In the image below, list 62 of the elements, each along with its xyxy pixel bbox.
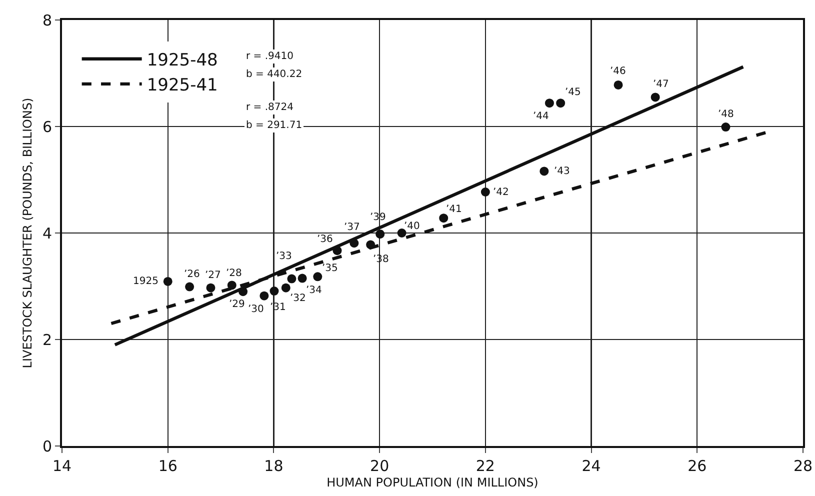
point bbox=[281, 283, 290, 292]
x-tick-label: 22 bbox=[476, 457, 495, 475]
annotation: ’46 bbox=[610, 66, 626, 77]
point bbox=[227, 280, 236, 290]
x-axis-title: HUMAN POPULATION (IN MILLIONS) bbox=[326, 475, 538, 490]
annotation: b = 291.71 bbox=[246, 120, 302, 131]
annotation: ’40 bbox=[404, 221, 420, 232]
annotation: ’42 bbox=[493, 187, 509, 198]
annotation: ’27 bbox=[205, 270, 221, 281]
x-tick-label: 28 bbox=[793, 457, 813, 475]
x-tick-label: 14 bbox=[52, 457, 72, 475]
annotation: ’28 bbox=[226, 268, 242, 279]
point bbox=[556, 98, 566, 108]
point bbox=[298, 274, 307, 283]
annotation: ’30 bbox=[248, 304, 264, 315]
annotation: ’44 bbox=[533, 111, 549, 122]
annotation: ’36 bbox=[317, 234, 333, 245]
annotation: 1925 bbox=[133, 276, 158, 287]
point bbox=[480, 188, 490, 196]
y-tick-label: 6 bbox=[42, 118, 52, 136]
y-tick-label: 2 bbox=[42, 330, 52, 349]
annotation: ’47 bbox=[653, 79, 669, 90]
point bbox=[287, 274, 296, 284]
annotation: r = .9410 bbox=[246, 51, 294, 62]
x-tick-label: 26 bbox=[688, 457, 707, 475]
point bbox=[614, 80, 623, 90]
annotation: ’33 bbox=[276, 251, 292, 262]
point bbox=[540, 166, 549, 176]
annotation: ’32 bbox=[290, 293, 306, 304]
point bbox=[313, 272, 322, 282]
point bbox=[439, 214, 448, 223]
point bbox=[185, 282, 194, 292]
annotation: ’41 bbox=[446, 204, 462, 215]
point bbox=[544, 98, 554, 108]
annotation: ’29 bbox=[229, 299, 245, 310]
x-tick-label: 18 bbox=[264, 457, 284, 475]
annotation: ’48 bbox=[718, 109, 734, 120]
annotation: ’26 bbox=[184, 269, 200, 280]
y-tick-label: 8 bbox=[42, 11, 52, 30]
point bbox=[163, 276, 172, 286]
point bbox=[206, 283, 216, 292]
annotation: ’34 bbox=[306, 285, 322, 296]
x-tick-label: 16 bbox=[158, 457, 178, 475]
x-tick-label: 24 bbox=[582, 457, 601, 475]
y-tick-label: 4 bbox=[42, 224, 52, 242]
y-tick-label: 0 bbox=[42, 437, 52, 456]
annotation: ’35 bbox=[322, 263, 338, 274]
point bbox=[397, 228, 406, 238]
annotation: ’43 bbox=[554, 166, 570, 177]
legend-label: 1925-41 bbox=[146, 76, 218, 96]
point bbox=[721, 122, 730, 132]
annotation: r = .8724 bbox=[246, 102, 294, 113]
legend-label: 1925-48 bbox=[146, 50, 218, 70]
annotation: ’37 bbox=[344, 222, 360, 233]
x-tick-label: 20 bbox=[370, 457, 390, 475]
annotation: ’45 bbox=[565, 87, 581, 98]
y-axis-title: LIVESTOCK SLAUGHTER (POUNDS, BILLIONS) bbox=[20, 98, 34, 368]
point bbox=[270, 286, 279, 296]
annotation: b = 440.22 bbox=[246, 69, 302, 80]
point bbox=[260, 291, 269, 300]
point bbox=[376, 230, 385, 239]
point bbox=[650, 92, 660, 102]
